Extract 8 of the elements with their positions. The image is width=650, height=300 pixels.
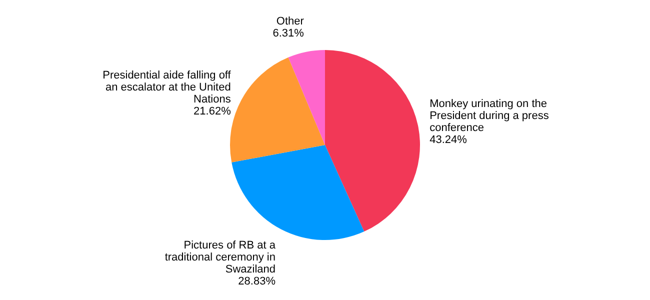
data-label: 6.31% [272, 28, 304, 40]
slice-label: Presidential aide falling off an escalator at the United Nations [102, 70, 232, 106]
slice-label: Other [276, 16, 304, 28]
data-label: 21.62% [194, 106, 232, 118]
slice-label: Monkey urinating on the President during a press conference [430, 98, 550, 134]
slice-label: Pictures of RB at a traditional ceremony in Swaziland [164, 239, 276, 276]
data-label: 43.24% [430, 134, 468, 146]
data-label: 28.83% [238, 275, 276, 288]
